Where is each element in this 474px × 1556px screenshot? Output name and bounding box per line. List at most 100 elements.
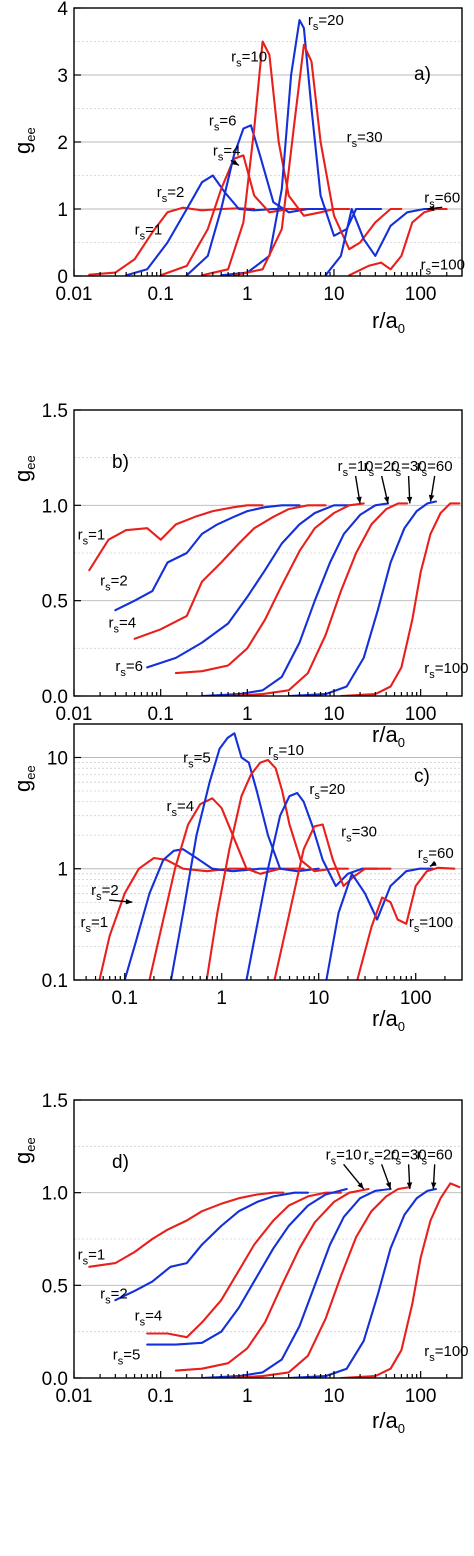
panel-b: 0.01 0.1 1 10 100 0.0 0.5 1.0 1.5 gee r/a0 b) rs=1 rs… [10, 401, 469, 750]
series-rs-4 [146, 1191, 342, 1339]
x-tick-label: 100 [405, 284, 437, 305]
x-tick-label: 10 [323, 704, 344, 725]
series-rs-2 [114, 504, 301, 612]
series-rs-1 [88, 504, 264, 572]
series-rs-10 [205, 758, 349, 980]
arrow-head [125, 898, 133, 905]
arrow-head [357, 1182, 364, 1189]
series-rs-60 [287, 1187, 437, 1378]
curve-label-rs-10: rs=10 [338, 458, 374, 479]
x-tick-label: 1 [242, 1386, 253, 1407]
arrow-head [406, 496, 413, 504]
x-tick-label: 100 [405, 704, 437, 725]
x-tick-label: 0.1 [147, 704, 173, 725]
y-tick-label: 10 [47, 748, 68, 769]
series-rs-20 [220, 19, 383, 276]
x-axis-label: r/a0 [372, 308, 405, 336]
series-rs-30 [232, 43, 403, 276]
x-tick-label: 1 [242, 284, 253, 305]
series-rs-20 [245, 791, 379, 980]
curve-label-rs-60: rs=60 [417, 1146, 453, 1167]
arrow-head [356, 496, 362, 504]
y-tick-label: 4 [57, 0, 68, 20]
series-rs-10 [200, 40, 351, 276]
curve-label-rs-20: rs=20 [364, 1146, 400, 1167]
curve-label-rs-10: rs=10 [326, 1146, 362, 1167]
arrow-head [385, 1182, 391, 1189]
panel-letter: c) [414, 766, 430, 787]
series-rs-5 [169, 732, 320, 980]
curve-label-rs-5: rs=5 [183, 750, 211, 771]
curve-label-rs-2: rs=2 [157, 184, 185, 205]
panel-c: 0.1 1 10 100 0.1 1 10 gee r/a0 c) rs=1 rs=2 rs=4 rs=5… [10, 723, 463, 1034]
y-tick-label: 1.5 [42, 401, 68, 422]
y-tick-label: 0.1 [42, 971, 68, 992]
x-tick-label: 10 [323, 1386, 344, 1407]
x-tick-label: 0.1 [112, 988, 138, 1009]
series-rs-2 [114, 1191, 309, 1302]
curve-label-rs-30: rs=30 [341, 823, 377, 844]
curve-label-rs-30: rs=30 [347, 129, 383, 150]
x-tick-label: 10 [308, 988, 329, 1009]
curve-label-rs-6: rs=6 [209, 112, 237, 133]
curve-label-rs-4: rs=4 [167, 798, 195, 819]
y-tick-label: 1.5 [42, 1091, 68, 1112]
x-tick-label: 1 [242, 704, 253, 725]
y-axis-label: gee [10, 127, 38, 154]
panel-letter: d) [112, 1152, 129, 1173]
series-rs-6 [185, 124, 327, 276]
arrow-head [431, 1182, 437, 1189]
y-tick-label: 0.0 [42, 1369, 68, 1390]
x-tick-label: 1 [216, 988, 227, 1009]
arrow-head [232, 159, 239, 166]
series-rs-10 [174, 1187, 370, 1372]
panel-letter: a) [414, 64, 431, 85]
y-tick-label: 1.0 [42, 1184, 68, 1205]
arrow-head [406, 1182, 413, 1189]
series-rs-100 [356, 866, 456, 980]
series-rs-20 [200, 502, 390, 696]
curve-label-rs-60: rs=60 [418, 845, 454, 866]
panel-letter: b) [112, 452, 129, 473]
series-rs-10 [174, 502, 365, 675]
y-axis-label: gee [10, 765, 38, 792]
series-rs-4 [148, 797, 305, 980]
curve-label-rs-6: rs=6 [115, 658, 143, 679]
series-rs-6 [146, 504, 351, 669]
arrow-head [427, 205, 435, 211]
x-tick-label: 100 [405, 1386, 437, 1407]
curve-label-rs-100: rs=100 [409, 914, 453, 935]
x-tick-label: 0.01 [56, 284, 93, 305]
curve-label-rs-60: rs=60 [417, 458, 453, 479]
series-rs-1 [88, 206, 256, 276]
curve-label-rs-100: rs=100 [421, 256, 465, 277]
y-tick-label: 2 [57, 133, 68, 154]
y-axis-label: gee [10, 455, 38, 482]
panel-a: 0.01 0.1 1 10 100 0 1 2 3 4 gee r/a0 a) rs=1 rs=2 rs=4 r… [10, 0, 465, 336]
series-rs-30 [227, 1186, 411, 1378]
series-rs-2 [123, 848, 282, 980]
y-tick-label: 0.5 [42, 1276, 68, 1297]
series-rs-100 [339, 1182, 461, 1378]
series-rs-4 [159, 154, 309, 276]
x-axis-label: r/a0 [372, 1408, 405, 1436]
curve-label-rs-4: rs=4 [108, 614, 136, 635]
series-rs-100 [339, 502, 461, 696]
curve-label-rs-10: rs=10 [231, 49, 267, 70]
y-tick-label: 3 [57, 66, 68, 87]
series-rs-5 [146, 1187, 348, 1346]
curve-label-rs-20: rs=20 [308, 12, 344, 33]
curve-label-rs-10: rs=10 [268, 742, 304, 763]
x-tick-label: 0.01 [56, 1386, 93, 1407]
curve-label-rs-1: rs=1 [135, 221, 163, 242]
y-tick-label: 1 [57, 200, 68, 221]
x-axis-label: r/a0 [372, 1006, 405, 1034]
y-tick-label: 1.0 [42, 496, 68, 517]
x-tick-label: 0.1 [147, 284, 173, 305]
curve-label-rs-1: rs=1 [78, 527, 106, 548]
x-tick-label: 0.01 [56, 704, 93, 725]
curve-label-rs-2: rs=2 [100, 1285, 128, 1306]
curve-label-rs-1: rs=1 [80, 914, 108, 935]
x-tick-label: 100 [400, 988, 432, 1009]
